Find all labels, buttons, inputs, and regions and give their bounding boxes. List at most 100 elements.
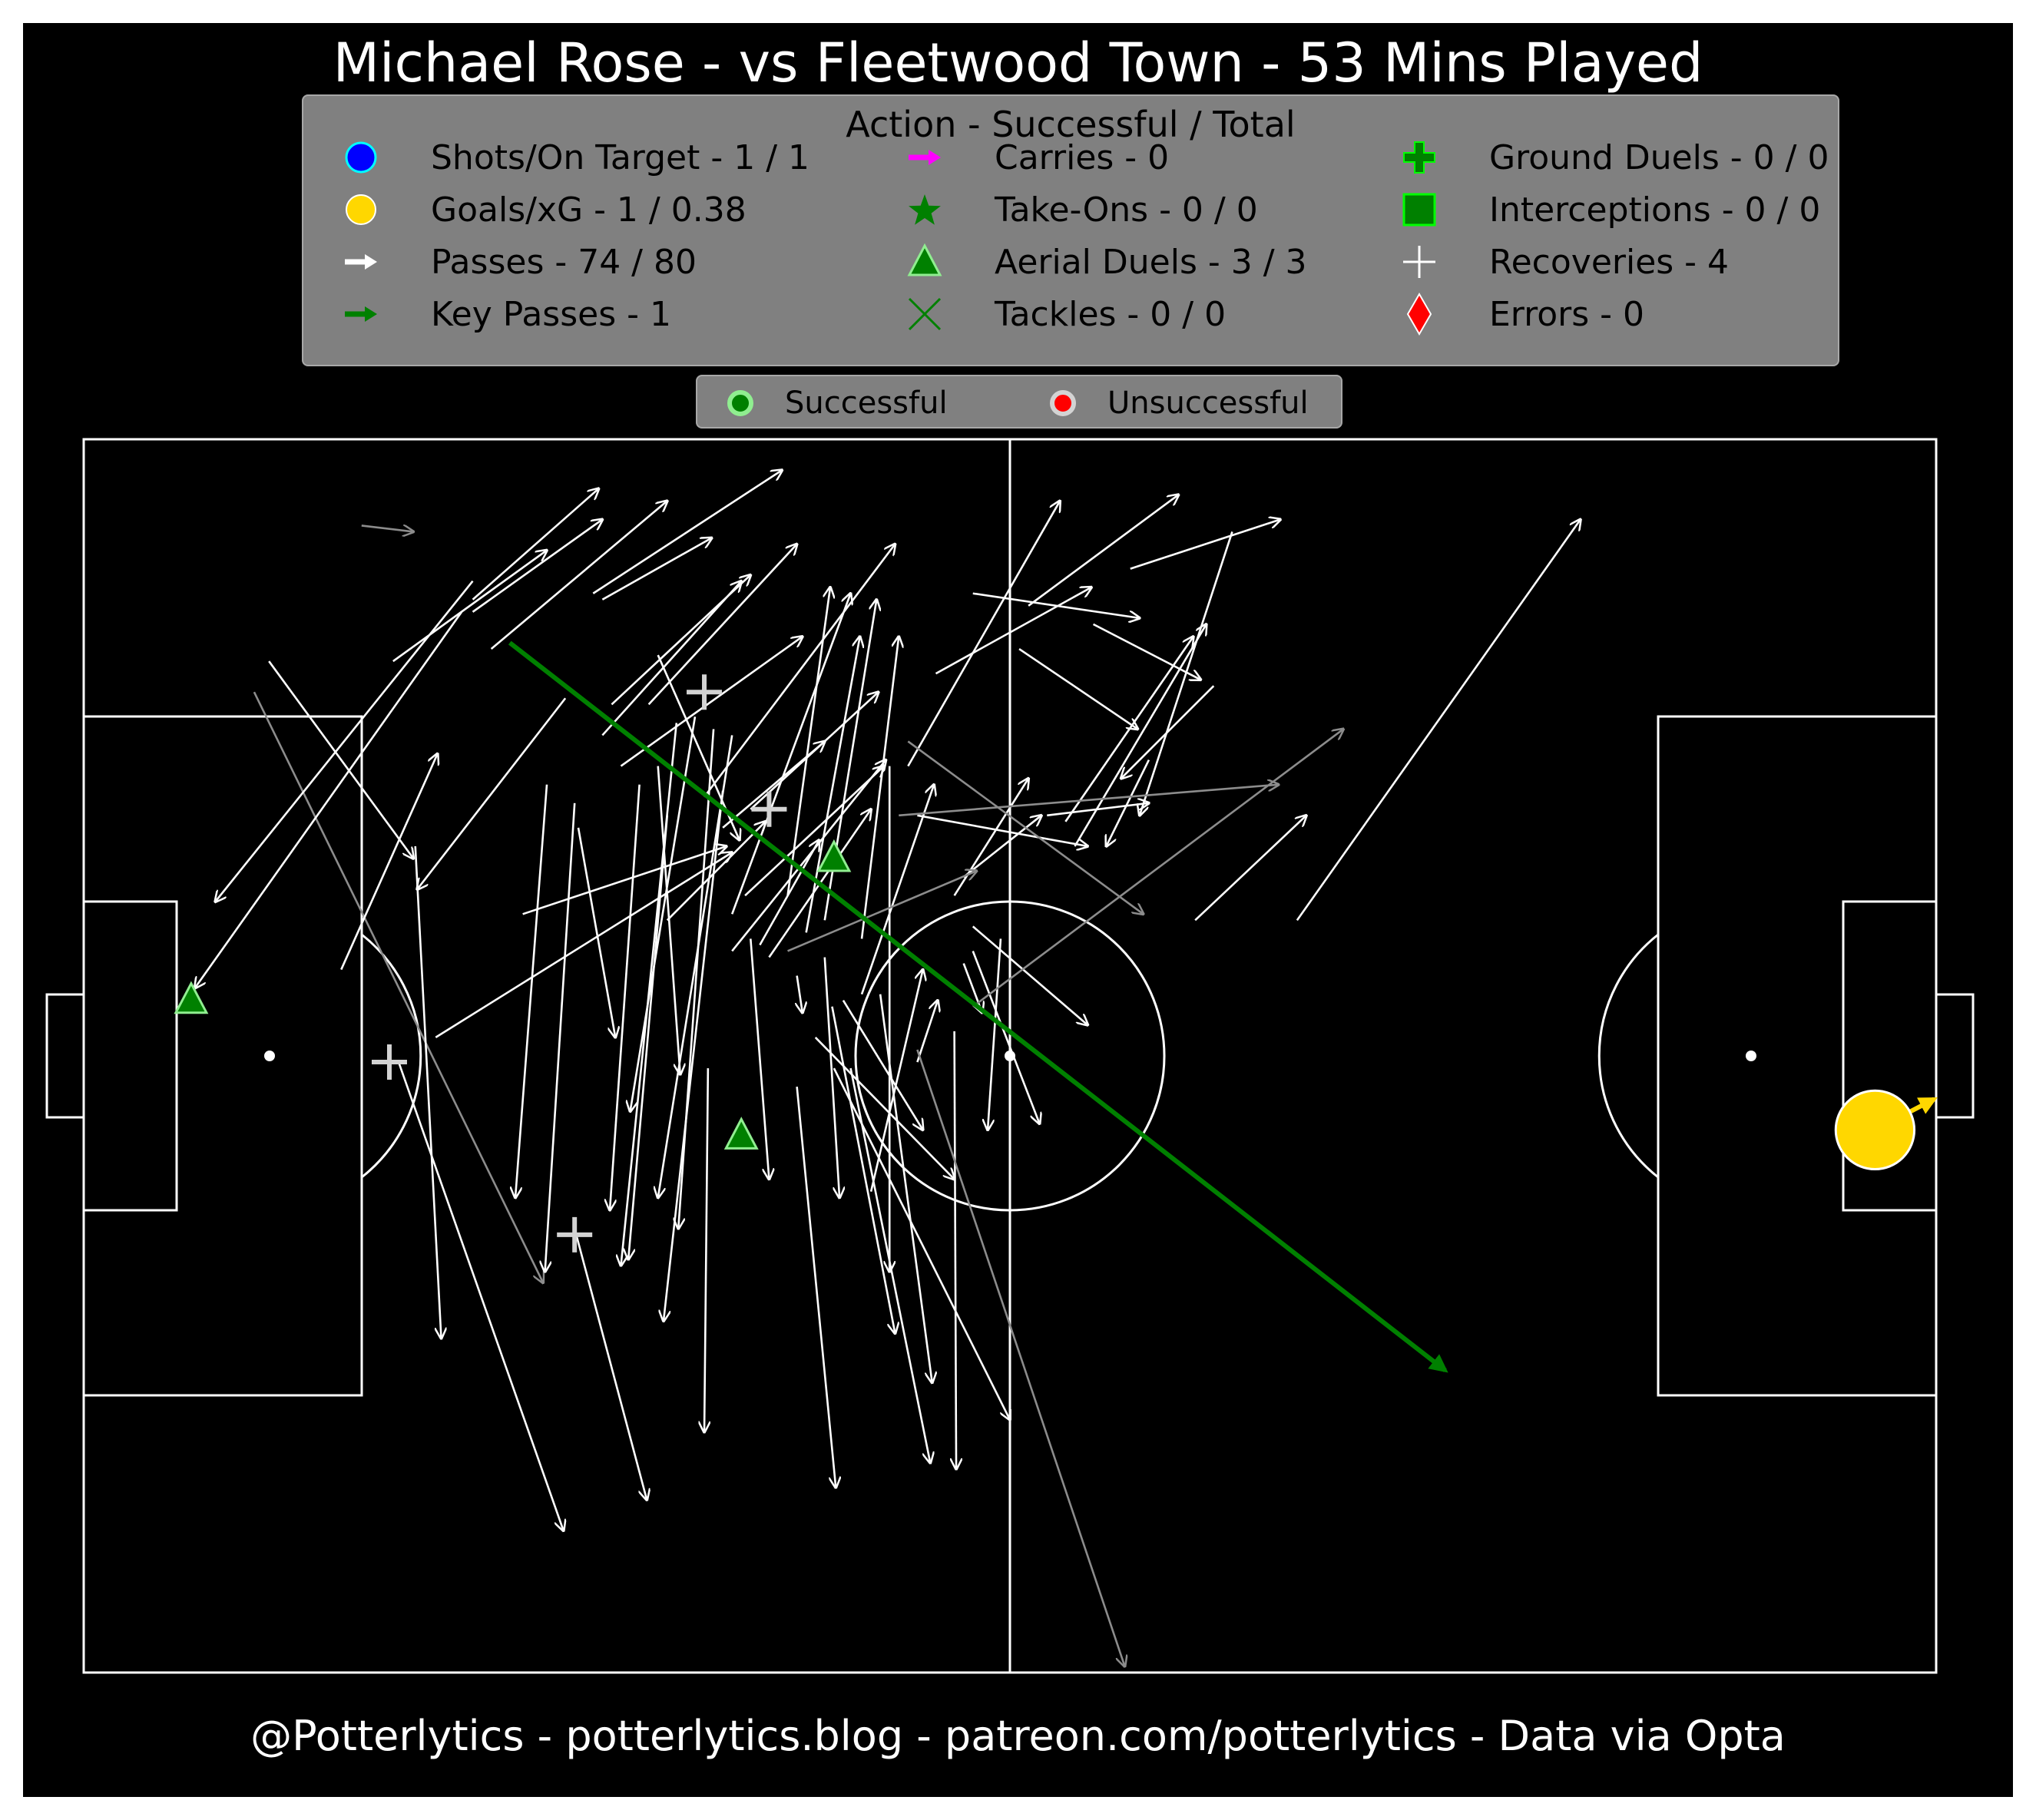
aerial-duel-marker xyxy=(816,839,852,872)
pass-arrow xyxy=(1092,623,1201,680)
pass-arrow xyxy=(972,925,1088,1024)
pass-arrow xyxy=(1194,816,1306,922)
pass-arrow xyxy=(1130,519,1280,570)
recovery-marker xyxy=(751,791,787,827)
pass-arrow xyxy=(515,784,548,1198)
recovery-marker xyxy=(557,1216,593,1252)
legend-item-label: Interceptions - 0 / 0 xyxy=(1489,190,1821,230)
pass-arrow xyxy=(955,1031,956,1469)
pass-arrow xyxy=(842,1000,923,1130)
pass-arrow xyxy=(833,1067,1010,1420)
pass-arrow xyxy=(869,970,923,1192)
triangle-icon xyxy=(907,243,942,276)
pass-arrow xyxy=(1296,519,1581,922)
shot-circle-icon xyxy=(345,141,377,174)
legend-item: Ground Duels - 0 / 0 xyxy=(1392,134,1829,180)
legend-item-label: Carries - 0 xyxy=(995,137,1170,177)
legend-item-label: Tackles - 0 / 0 xyxy=(995,294,1227,334)
pass-arrow xyxy=(917,814,1088,846)
legend-item: Goals/xG - 1 / 0.38 xyxy=(334,187,747,233)
legend-unsuccessful: Unsuccessful xyxy=(1048,380,1309,426)
pass-arrow xyxy=(435,852,732,1039)
pass-arrow xyxy=(215,580,474,902)
pass-arrow xyxy=(1140,531,1233,815)
pass-arrow xyxy=(417,697,567,889)
failed-pass-arrow xyxy=(972,729,1343,1008)
legend-item: Carries - 0 xyxy=(898,134,1169,180)
legend-successful: Successful xyxy=(725,380,948,426)
pass-arrow xyxy=(786,587,830,896)
left-six-yard-box xyxy=(82,900,178,1212)
aerial-duel-marker xyxy=(723,1117,759,1150)
square-icon xyxy=(1402,193,1436,227)
diamond-icon xyxy=(1406,292,1432,336)
pass-arrow xyxy=(731,760,886,952)
legend-item: Take-Ons - 0 / 0 xyxy=(898,187,1258,233)
pitch-markings xyxy=(45,438,1975,1674)
pass-arrow xyxy=(730,594,850,915)
legend-item: Shots/On Target - 1 / 1 xyxy=(334,134,809,180)
pass-arrow xyxy=(797,975,803,1013)
star-icon xyxy=(909,194,941,225)
pass-arrow xyxy=(704,1068,708,1432)
pass-arrow xyxy=(664,790,724,1322)
legend-item-label: Errors - 0 xyxy=(1489,294,1645,334)
legend-successful-label: Successful xyxy=(785,386,948,421)
legend-item: Recoveries - 4 xyxy=(1392,239,1729,285)
legend-item-label: Recoveries - 4 xyxy=(1489,242,1730,282)
pass-arrow xyxy=(472,488,599,601)
pass-arrow xyxy=(744,766,884,897)
legend-item-label: Passes - 74 / 80 xyxy=(431,242,697,282)
right-goal xyxy=(1935,993,1975,1119)
failed-pass-arrow xyxy=(916,1049,1124,1666)
pass-arrow xyxy=(962,963,982,1013)
pass-arrow xyxy=(935,587,1092,675)
pass-arrow xyxy=(879,994,932,1383)
legend-item: Aerial Duels - 3 / 3 xyxy=(898,239,1307,285)
pass-arrow xyxy=(750,938,769,1179)
legend-item: Passes - 74 / 80 xyxy=(334,239,697,285)
goal-marker xyxy=(1834,1089,1916,1171)
legend-item-label: Take-Ons - 0 / 0 xyxy=(995,190,1258,230)
pass-arrow xyxy=(831,1006,895,1334)
carry-arrow-icon xyxy=(909,150,941,165)
left-penalty-box xyxy=(82,715,363,1397)
left-goal xyxy=(45,993,85,1119)
pass-arrow xyxy=(916,1001,938,1063)
pass-arrow xyxy=(601,581,741,736)
pass-arrow xyxy=(472,519,603,613)
unsuccessful-circle-icon xyxy=(1050,390,1076,416)
pass-arrow xyxy=(268,660,413,859)
pass-arrow xyxy=(522,846,727,915)
x-icon xyxy=(908,297,942,331)
right-penalty-box xyxy=(1657,715,1938,1397)
pass-arrow xyxy=(666,822,766,922)
action-legend: Action - Successful / Total Shots/On Tar… xyxy=(302,94,1839,366)
pass-arrow xyxy=(611,575,750,706)
legend-item-label: Goals/xG - 1 / 0.38 xyxy=(431,190,747,230)
failed-pass-arrow xyxy=(787,871,977,952)
pass-arrow xyxy=(1074,624,1206,847)
pass-arrow xyxy=(647,544,797,706)
right-penalty-arc xyxy=(1597,933,1659,1179)
legend-item-label: Shots/On Target - 1 / 1 xyxy=(431,137,810,177)
pass-arrow xyxy=(592,470,782,594)
pass-arrow xyxy=(195,611,463,988)
pass-arrow xyxy=(657,766,680,1074)
pass-arrow xyxy=(340,754,437,971)
legend-item-label: Ground Duels - 0 / 0 xyxy=(1489,137,1829,177)
plus-bold-icon xyxy=(1403,141,1435,174)
centre-circle xyxy=(854,900,1166,1212)
pass-arrow xyxy=(490,501,667,650)
pass-arrow xyxy=(397,1061,564,1530)
pass-arrow xyxy=(962,816,1041,879)
left-penalty-arc xyxy=(361,933,422,1179)
legend-item: Key Passes - 1 xyxy=(334,291,671,337)
pass-arrow-icon xyxy=(345,254,377,270)
key-pass-arrow-icon xyxy=(345,306,377,322)
pass-arrow xyxy=(573,1228,647,1500)
pass-arrow xyxy=(860,785,934,995)
pass-arrow xyxy=(1064,637,1193,822)
pass-arrow xyxy=(414,845,442,1339)
